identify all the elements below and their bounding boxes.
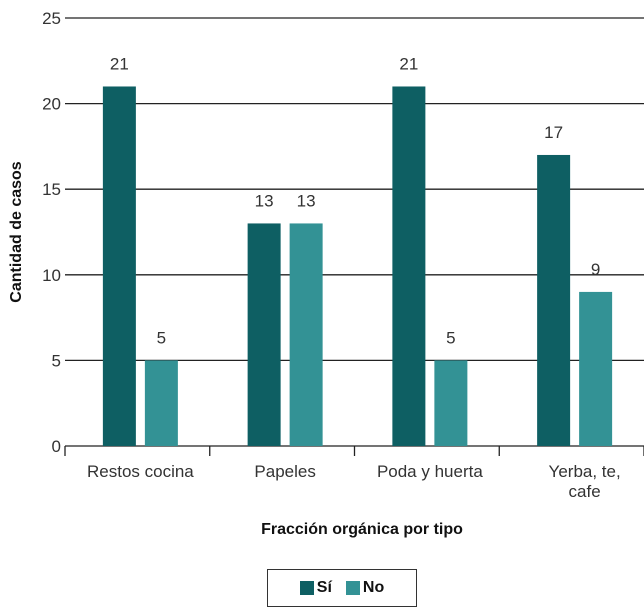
legend: Sí No [267, 569, 417, 607]
x-tick-label: Yerba, te, [549, 462, 621, 481]
bar-si [537, 154, 571, 446]
y-tick-label: 20 [42, 95, 61, 114]
bars [102, 86, 613, 446]
y-tick-label: 0 [52, 437, 61, 456]
x-tick-label: cafe [569, 482, 601, 501]
bar-si [247, 223, 281, 446]
data-label: 13 [297, 191, 316, 210]
bar-si [102, 86, 136, 446]
bar-no [434, 360, 468, 446]
tick-labels: 0 5 10 15 20 25 Restos cocina Papeles Poda y hue… [42, 9, 621, 501]
legend-label-si: Sí [316, 579, 332, 596]
bar-no [144, 360, 178, 446]
data-label: 17 [544, 123, 563, 142]
y-tick-label: 5 [52, 351, 61, 370]
y-axis-title: Cantidad de casos [8, 161, 25, 302]
legend-swatch-si [299, 581, 314, 595]
data-label: 21 [110, 54, 129, 73]
x-axis-title: Fracción orgánica por tipo [261, 521, 463, 538]
legend-item-no: No [345, 579, 385, 597]
data-label: 21 [399, 54, 418, 73]
data-label: 13 [255, 191, 274, 210]
y-tick-label: 15 [42, 180, 61, 199]
bar-no [289, 223, 323, 446]
y-tick-label: 25 [42, 9, 61, 28]
data-label: 5 [446, 328, 455, 347]
data-label: 9 [591, 260, 600, 279]
x-tick-label: Restos cocina [87, 462, 194, 481]
x-tick-label: Poda y huerta [377, 462, 483, 481]
y-tick-label: 10 [42, 266, 61, 285]
x-tick-label: Papeles [254, 462, 315, 481]
bar-si [392, 86, 426, 446]
legend-label-no: No [362, 579, 385, 596]
data-label: 5 [157, 328, 166, 347]
bar-no [579, 291, 613, 446]
legend-swatch-no [345, 581, 360, 595]
data-labels: 21 5 13 13 21 5 17 9 [110, 54, 600, 347]
bar-chart: 21 5 13 13 21 5 17 9 0 5 10 15 20 25 Restos cocina Pap… [8, 9, 644, 538]
legend-item-si: Sí [299, 579, 332, 597]
